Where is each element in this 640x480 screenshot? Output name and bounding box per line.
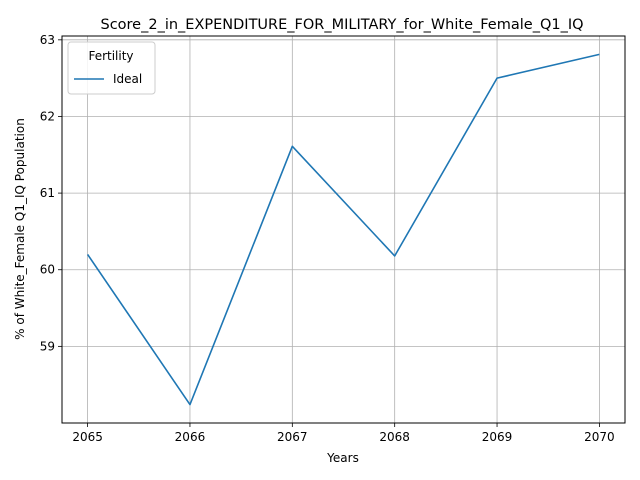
x-axis-label: Years (326, 451, 359, 465)
y-tick-label: 63 (40, 33, 55, 47)
x-tick-label: 2066 (175, 430, 206, 444)
legend-entry-ideal: Ideal (113, 72, 142, 86)
y-tick-label: 59 (40, 339, 55, 353)
plot-area-frame (61, 35, 626, 424)
y-tick-label: 61 (40, 186, 55, 200)
series-line-ideal (86, 53, 600, 406)
x-tick-label: 2068 (379, 430, 410, 444)
y-axis-ticks: 59 60 61 62 63 (40, 33, 62, 353)
x-tick-label: 2065 (72, 430, 103, 444)
x-axis-ticks: 2065 2066 2067 2068 2069 2070 (72, 423, 615, 444)
chart-title: Score_2_in_EXPENDITURE_FOR_MILITARY_for_… (100, 17, 583, 33)
legend-box (67, 41, 156, 95)
x-tick-label: 2069 (482, 430, 513, 444)
y-tick-label: 62 (40, 109, 55, 123)
x-tick-label: 2067 (277, 430, 308, 444)
legend-title: Fertility (88, 49, 133, 63)
y-axis-label: % of White_Female Q1_IQ Population (13, 118, 27, 340)
y-tick-label: 60 (40, 263, 55, 277)
x-tick-label: 2070 (584, 430, 615, 444)
legend: Fertility Ideal (67, 41, 156, 95)
series-lines (86, 53, 600, 406)
grid-lines (62, 36, 625, 423)
